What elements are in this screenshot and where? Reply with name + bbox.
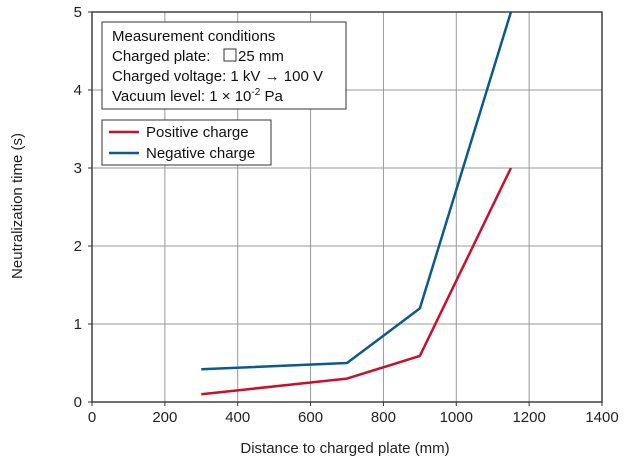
x-tick-label: 1400 (585, 409, 618, 426)
series-line-positive-charge (201, 167, 513, 396)
legend-label-positive: Positive charge (146, 124, 249, 141)
conditions-plate-prefix: Charged plate: (112, 48, 210, 65)
conditions-vacuum: Vacuum level: 1 × 10-2 Pa (112, 87, 283, 105)
x-tick-label: 800 (371, 409, 396, 426)
conditions-frame (101, 21, 347, 110)
y-tick-label: 4 (74, 82, 82, 99)
y-tick-label: 1 (74, 316, 82, 333)
conditions-box: Measurement conditions Charged plate: 25… (101, 21, 347, 110)
x-axis-title: Distance to charged plate (mm) (240, 440, 449, 457)
x-tick-label: 400 (225, 409, 250, 426)
x-tick-label: 1200 (512, 409, 545, 426)
series-layer (201, 11, 513, 396)
tick-layer: 0 200 400 600 800 1000 1200 1400 0 1 2 3 4 5 (74, 4, 619, 426)
legend-label-negative: Negative charge (146, 145, 255, 162)
conditions-vacuum-prefix: Vacuum level: 1 × 10 (112, 88, 251, 105)
conditions-title: Measurement conditions (112, 28, 275, 45)
x-tick-label: 0 (88, 409, 96, 426)
x-tick-label: 600 (298, 409, 323, 426)
y-tick-label: 3 (74, 160, 82, 177)
y-tick-label: 2 (74, 238, 82, 255)
x-tick-label: 200 (152, 409, 177, 426)
square-symbol-icon (223, 48, 237, 62)
y-axis-title: Neutralization time (s) (9, 133, 26, 279)
conditions-plate: Charged plate: (112, 48, 210, 65)
conditions-vacuum-exponent: -2 (251, 87, 260, 98)
x-tick-label: 1000 (440, 409, 473, 426)
conditions-vacuum-suffix: Pa (260, 88, 283, 105)
conditions-plate-value: 25 mm (238, 48, 284, 65)
plot-frame (91, 11, 603, 403)
legend: Positive charge Negative charge (101, 119, 272, 166)
y-tick-label: 5 (74, 4, 82, 21)
series-line-negative-charge (201, 11, 513, 371)
y-tick-label: 0 (74, 394, 82, 411)
legend-frame (101, 119, 272, 166)
conditions-voltage: Charged voltage: 1 kV → 100 V (112, 68, 323, 85)
